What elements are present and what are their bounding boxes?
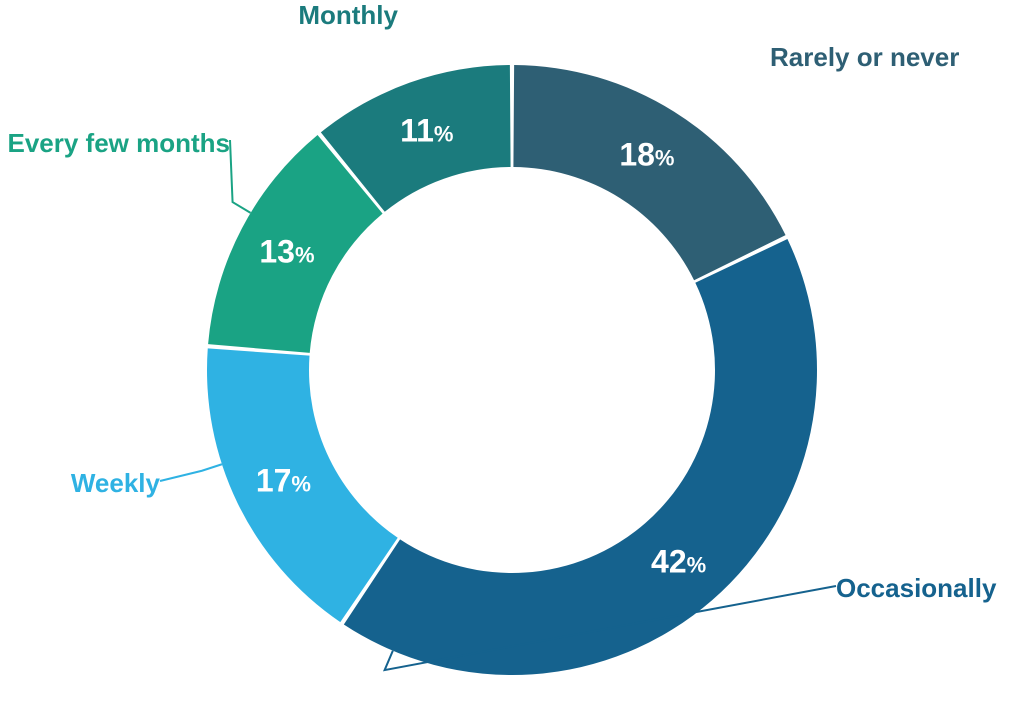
slice-value-label: 11% bbox=[400, 112, 453, 149]
leader-line bbox=[160, 464, 222, 481]
percent-sign: % bbox=[295, 243, 315, 268]
slice-value-number: 17 bbox=[256, 462, 292, 498]
slice-category-label: Every few months bbox=[7, 128, 230, 159]
slice-category-label: Rarely or never bbox=[770, 42, 959, 73]
slice-value-label: 17% bbox=[256, 462, 311, 499]
percent-sign: % bbox=[655, 145, 675, 170]
donut-slice bbox=[344, 239, 817, 675]
donut-chart: 18% Rarely or never 42% Occasionally 17% Week… bbox=[0, 0, 1024, 709]
slice-category-label: Occasionally bbox=[836, 573, 996, 604]
slice-value-number: 13 bbox=[259, 234, 295, 270]
slice-value-number: 42 bbox=[651, 543, 687, 579]
leader-line bbox=[230, 140, 251, 213]
slice-value-number: 18 bbox=[619, 136, 655, 172]
slice-value-number: 11 bbox=[400, 112, 434, 148]
percent-sign: % bbox=[687, 552, 707, 577]
slice-value-label: 42% bbox=[651, 543, 706, 580]
percent-sign: % bbox=[291, 471, 311, 496]
slice-category-label: Weekly bbox=[71, 468, 160, 499]
slice-value-label: 18% bbox=[619, 136, 674, 173]
slice-value-label: 13% bbox=[259, 234, 314, 271]
percent-sign: % bbox=[434, 121, 454, 146]
slice-category-label: Monthly bbox=[298, 0, 398, 31]
